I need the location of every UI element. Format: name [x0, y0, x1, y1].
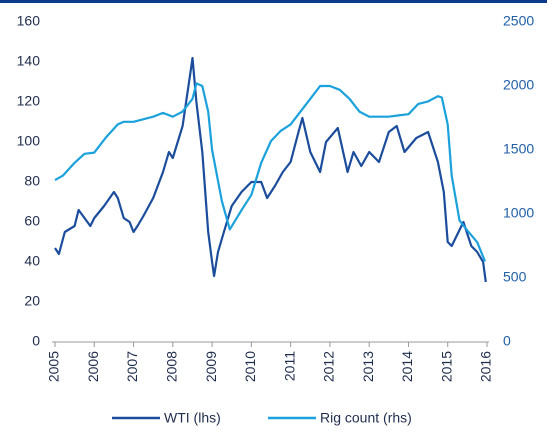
x-tick-label: 2005 [46, 351, 62, 382]
y2-tick-label: 2500 [503, 13, 534, 29]
y-tick-label: 40 [24, 253, 40, 269]
x-tick-label: 2014 [399, 351, 415, 382]
series-line [54, 56, 487, 283]
y2-tick-label: 1500 [503, 141, 534, 157]
legend-label: WTI (lhs) [164, 410, 221, 426]
x-tick-label: 2013 [360, 351, 376, 382]
x-tick-label: 2009 [203, 351, 219, 382]
x-tick-label: 2016 [478, 351, 494, 382]
top-border [0, 0, 547, 3]
y-tick-label: 80 [24, 173, 40, 189]
x-tick-label: 2007 [124, 351, 140, 382]
y2-tick-label: 2000 [503, 77, 534, 93]
legend-label: Rig count (rhs) [320, 410, 412, 426]
x-tick-label: 2012 [321, 351, 337, 382]
y-tick-label: 100 [17, 133, 41, 149]
x-tick-label: 2010 [242, 351, 258, 382]
x-tick-label: 2006 [85, 351, 101, 382]
y2-tick-label: 1000 [503, 205, 534, 221]
x-tick-label: 2008 [164, 351, 180, 382]
y2-tick-label: 0 [503, 333, 511, 349]
series-line [54, 82, 487, 262]
y-tick-label: 20 [24, 293, 40, 309]
y-tick-label: 0 [32, 333, 40, 349]
y-tick-label: 120 [17, 93, 41, 109]
y-tick-label: 140 [17, 53, 41, 69]
x-tick-label: 2011 [281, 351, 297, 381]
y-tick-label: 60 [24, 213, 40, 229]
y2-tick-label: 500 [503, 269, 527, 285]
y-tick-label: 160 [17, 13, 41, 29]
x-tick-label: 2015 [438, 351, 454, 382]
